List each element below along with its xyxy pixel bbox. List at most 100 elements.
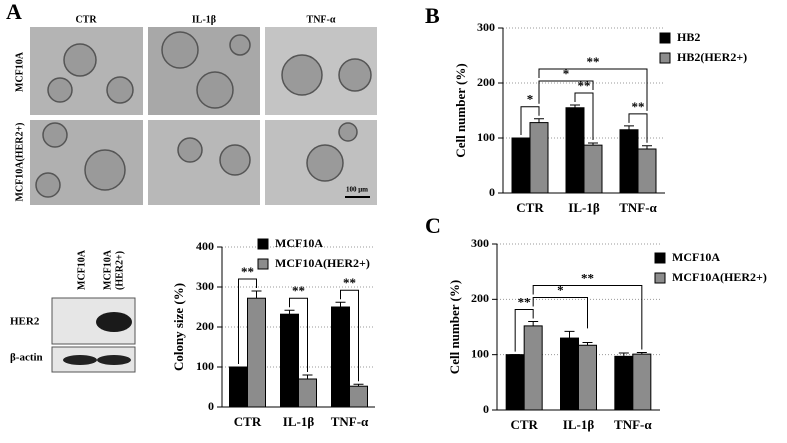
- error-bar: [582, 341, 593, 346]
- legend-swatch: [654, 252, 666, 264]
- error-bar: [353, 383, 364, 387]
- y-tick-label: 0: [489, 185, 495, 199]
- significance-label: **: [581, 270, 594, 285]
- error-bar: [564, 330, 575, 339]
- lane-label: MCF10A: [102, 249, 113, 290]
- bar: [229, 366, 248, 408]
- y-tick-label: 300: [477, 20, 495, 34]
- lane-label: (HER2+): [114, 251, 125, 290]
- bar: [632, 353, 652, 411]
- bar: [529, 122, 549, 194]
- significance-label: *: [557, 282, 564, 297]
- blot: [51, 297, 136, 373]
- bar: [583, 144, 603, 194]
- scale-bar-label: 100 μm: [346, 186, 368, 194]
- bar: [637, 148, 657, 194]
- x-tick-label: TNF-α: [614, 417, 652, 432]
- bar: [565, 107, 585, 194]
- x-tick-label: IL-1β: [563, 417, 595, 432]
- bar: [614, 355, 634, 411]
- bar: [331, 306, 350, 408]
- significance-bracket: [289, 297, 308, 372]
- y-tick-label: 200: [477, 75, 495, 89]
- panel-label: B: [425, 3, 440, 28]
- significance-label: **: [632, 99, 645, 114]
- legend-label: MCF10A(HER2+): [672, 270, 767, 284]
- error-bar: [302, 374, 313, 379]
- significance-bracket: [238, 278, 257, 364]
- significance-label: **: [578, 78, 591, 93]
- error-bar: [534, 118, 544, 123]
- y-axis-label: Cell number (%): [453, 63, 468, 157]
- lane-label: MCF10A: [76, 249, 87, 290]
- panel-label: A: [6, 0, 22, 24]
- error-bar: [642, 145, 652, 149]
- bar: [619, 129, 639, 194]
- significance-label: **: [343, 275, 356, 290]
- significance-label: **: [292, 283, 305, 298]
- x-tick-label: CTR: [510, 417, 538, 432]
- x-tick-label: IL-1β: [283, 414, 315, 429]
- legend-swatch: [659, 32, 671, 44]
- micrograph-grid: [30, 27, 377, 205]
- error-bar: [284, 309, 295, 315]
- significance-label: **: [518, 294, 531, 309]
- legend-label: HB2(HER2+): [677, 50, 747, 64]
- x-tick-label: CTR: [234, 414, 262, 429]
- y-tick-label: 0: [208, 399, 214, 413]
- column-label: TNF-α: [307, 14, 336, 25]
- x-tick-label: TNF-α: [619, 200, 657, 215]
- blot-row-label: β-actin: [10, 352, 43, 364]
- significance-bracket: [532, 296, 588, 329]
- error-bar: [570, 104, 580, 108]
- y-tick-label: 300: [196, 279, 214, 293]
- row-label: MCF10A(HER2+): [14, 122, 25, 201]
- bar: [298, 378, 317, 408]
- legend-label: HB2: [677, 30, 700, 44]
- bar: [280, 313, 299, 408]
- y-tick-label: 200: [196, 319, 214, 333]
- y-tick-label: 400: [196, 239, 214, 253]
- y-tick-label: 0: [483, 402, 489, 416]
- y-tick-label: 300: [471, 236, 489, 250]
- bar: [247, 297, 266, 408]
- significance-bracket: [538, 68, 648, 111]
- significance-label: **: [587, 54, 600, 69]
- column-label: IL-1β: [192, 14, 216, 25]
- error-bar: [618, 352, 629, 357]
- bar: [505, 354, 525, 411]
- bar: [578, 344, 597, 411]
- legend-swatch: [659, 52, 671, 64]
- x-tick-label: IL-1β: [568, 200, 600, 215]
- x-tick-label: TNF-α: [331, 414, 369, 429]
- y-tick-label: 100: [196, 359, 214, 373]
- y-tick-label: 100: [477, 130, 495, 144]
- y-tick-label: 200: [471, 291, 489, 305]
- significance-bracket: [532, 284, 643, 350]
- bar: [349, 385, 368, 408]
- error-bar: [251, 290, 262, 299]
- error-bar: [624, 125, 634, 130]
- significance-label: *: [563, 66, 570, 81]
- significance-label: *: [527, 92, 534, 107]
- error-bar: [636, 351, 647, 355]
- panel-label: C: [425, 213, 441, 238]
- significance-bracket: [628, 113, 648, 143]
- error-bar: [335, 301, 346, 307]
- column-label: CTR: [75, 14, 97, 25]
- legend-swatch: [654, 272, 666, 284]
- significance-bracket: [520, 106, 540, 135]
- bar: [560, 337, 579, 411]
- significance-bracket: [574, 92, 594, 140]
- legend-label: MCF10A(HER2+): [275, 256, 370, 270]
- significance-bracket: [514, 308, 534, 352]
- legend-label: MCF10A: [672, 250, 720, 264]
- significance-label: **: [241, 264, 254, 279]
- significance-bracket: [340, 289, 359, 382]
- y-axis-label: Cell number (%): [447, 280, 462, 374]
- row-label: MCF10A: [14, 51, 25, 92]
- y-axis-label: Colony size (%): [171, 283, 186, 371]
- error-bar: [588, 142, 598, 146]
- x-tick-label: CTR: [516, 200, 544, 215]
